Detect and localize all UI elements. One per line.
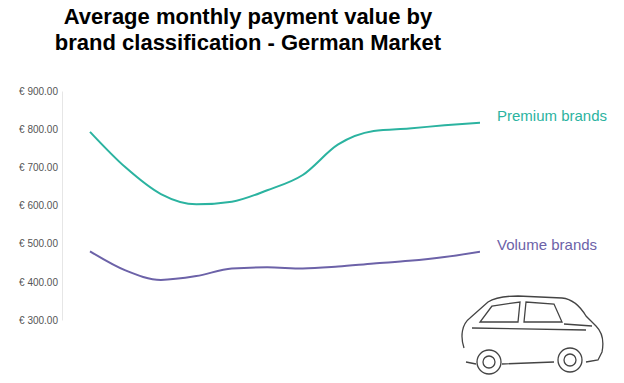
- y-tick-label: € 500.00: [19, 238, 58, 249]
- series-line: [90, 251, 480, 280]
- y-axis: € 300.00 € 400.00 € 500.00 € 600.00 € 700.00…: [19, 86, 62, 326]
- series-label: Premium brands: [497, 107, 607, 124]
- y-tick-label: € 700.00: [19, 162, 58, 173]
- y-tick-label: € 400.00: [19, 277, 58, 288]
- y-tick: € 700.00: [19, 162, 62, 173]
- y-tick: € 800.00: [19, 124, 62, 135]
- y-tick: € 500.00: [19, 238, 62, 249]
- y-tick-label: € 300.00: [19, 315, 58, 326]
- plot-area: [90, 123, 480, 280]
- car-hub: [483, 356, 495, 368]
- y-tick: € 900.00: [19, 86, 62, 97]
- y-tick-label: € 800.00: [19, 124, 58, 135]
- car-body: [462, 296, 603, 364]
- y-tick: € 400.00: [19, 277, 62, 288]
- series-line: [90, 123, 480, 205]
- y-tick: € 300.00: [19, 315, 62, 326]
- car-window: [480, 302, 562, 322]
- y-tick-label: € 600.00: [19, 200, 58, 211]
- title-line: brand classification - German Market: [55, 30, 442, 55]
- car-icon: [462, 296, 603, 374]
- y-tick-label: € 900.00: [19, 86, 58, 97]
- car-wheel: [477, 350, 501, 374]
- car-hub: [564, 354, 576, 366]
- y-axis-line: [62, 92, 63, 321]
- title-line: Average monthly payment value by: [64, 4, 433, 29]
- car-line: [472, 324, 592, 330]
- series-label: Volume brands: [497, 236, 597, 253]
- car-wheel: [558, 348, 582, 372]
- chart: Average monthly payment value bybrand cl…: [0, 0, 624, 383]
- title: Average monthly payment value bybrand cl…: [55, 4, 442, 55]
- y-tick: € 600.00: [19, 200, 62, 211]
